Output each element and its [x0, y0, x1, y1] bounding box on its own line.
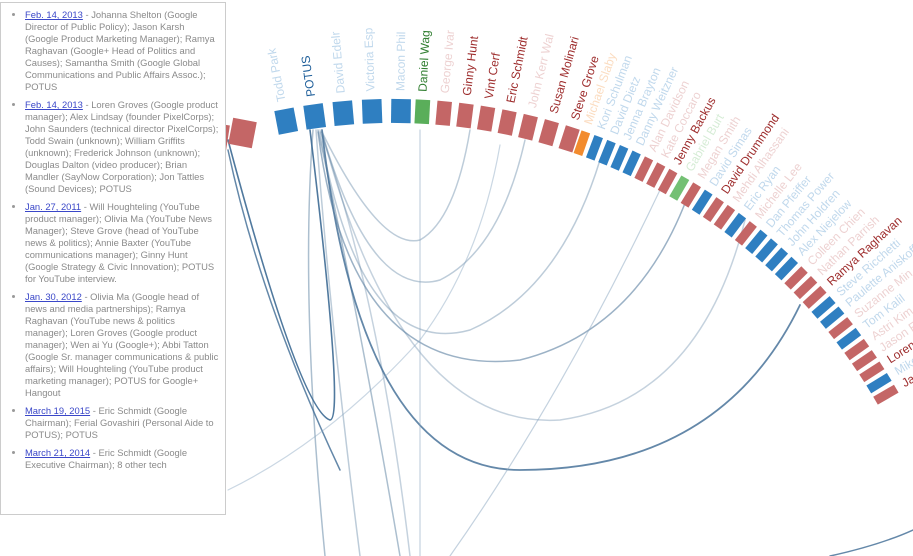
node-segment[interactable]	[851, 350, 877, 372]
nodes: Todd Park POTUS David Edelr Victoria Esp Mac…	[264, 27, 913, 405]
link	[321, 129, 471, 242]
node-label[interactable]: Daniel Wag	[416, 30, 433, 92]
node-segment[interactable]	[811, 296, 836, 319]
node-segment[interactable]	[745, 229, 768, 254]
node-segment[interactable]	[518, 113, 538, 141]
node-segment[interactable]	[558, 125, 580, 153]
link	[315, 129, 361, 556]
entry-date[interactable]: Jan. 30, 2012	[25, 291, 82, 302]
entry-date[interactable]: Feb. 14, 2013	[25, 9, 83, 20]
node-segment[interactable]	[774, 256, 799, 281]
entry-details: - Olivia Ma (Google head of news and med…	[25, 291, 219, 398]
node-segment[interactable]	[538, 119, 559, 147]
link	[829, 529, 913, 556]
node-segment[interactable]	[646, 162, 666, 188]
node-segment[interactable]	[793, 275, 818, 300]
entry-date[interactable]: Jan. 27, 2011	[25, 201, 82, 212]
node-segment[interactable]	[610, 145, 629, 171]
node-segment[interactable]	[873, 384, 899, 405]
link	[307, 129, 326, 556]
node-segment[interactable]	[585, 134, 603, 161]
link	[227, 144, 501, 491]
node-label[interactable]: Todd Park	[264, 46, 288, 103]
node-segment[interactable]	[414, 99, 431, 125]
node-segment[interactable]	[820, 306, 845, 329]
entry-date[interactable]: March 19, 2015	[25, 405, 91, 416]
node-segment[interactable]	[724, 212, 747, 238]
node-label[interactable]: Ja	[899, 371, 913, 390]
node-label[interactable]: Vint Cerf	[482, 51, 504, 100]
link	[321, 131, 526, 283]
link	[227, 129, 336, 421]
entry-details: - Eric Schmidt (Google Executive Chairma…	[25, 447, 188, 470]
entry: March 21, 2014 - Eric Schmidt (Google Ex…	[25, 447, 219, 471]
node-segment[interactable]	[802, 285, 827, 309]
entry: Jan. 30, 2012 - Olivia Ma (Google head o…	[25, 291, 219, 399]
link	[319, 129, 411, 556]
node-segment[interactable]	[669, 175, 690, 201]
entry-details: - Johanna Shelton (Google Director of Pu…	[25, 9, 215, 92]
node-segment[interactable]	[598, 139, 616, 166]
link	[321, 129, 801, 471]
node-label[interactable]: David Edelr	[328, 31, 347, 94]
entry-details: - Will Houghteling (YouTube product mana…	[25, 201, 215, 284]
node-segment[interactable]	[691, 189, 713, 215]
node-segment[interactable]	[755, 238, 778, 263]
node-segment[interactable]	[866, 373, 892, 394]
node-segment[interactable]	[573, 130, 591, 157]
node-segment[interactable]	[274, 107, 299, 135]
sidebar: Feb. 14, 2013 - Johanna Shelton (Google …	[0, 2, 226, 515]
link	[319, 131, 601, 335]
entry-date[interactable]: Feb. 14, 2013	[25, 99, 83, 110]
node-segment[interactable]	[303, 103, 327, 130]
node-segment[interactable]	[680, 182, 701, 208]
node-segment[interactable]	[332, 100, 355, 126]
entry-list: Feb. 14, 2013 - Johanna Shelton (Google …	[1, 3, 225, 471]
node-segment[interactable]	[734, 221, 757, 246]
node-label[interactable]: Eric Schmidt	[503, 35, 530, 104]
entry-details: - Loren Groves (Google product manager);…	[25, 99, 219, 194]
node-label[interactable]: Victoria Esp	[361, 27, 377, 92]
node-segment[interactable]	[765, 247, 789, 272]
entry: Feb. 14, 2013 - Johanna Shelton (Google …	[25, 9, 219, 93]
node-segment[interactable]	[702, 197, 724, 223]
node-segment[interactable]	[497, 109, 517, 136]
node-segment[interactable]	[828, 317, 853, 340]
node-segment[interactable]	[713, 204, 736, 230]
entry: Feb. 14, 2013 - Loren Groves (Google pro…	[25, 99, 219, 195]
node-segment[interactable]	[657, 168, 678, 195]
entry-date[interactable]: March 21, 2014	[25, 447, 91, 458]
link	[317, 131, 691, 363]
node-segment[interactable]	[456, 102, 474, 129]
node-segment[interactable]	[836, 327, 862, 350]
link	[321, 131, 746, 422]
link	[227, 149, 341, 471]
node-segment[interactable]	[361, 99, 383, 124]
node-label[interactable]: Macon Phil	[393, 32, 408, 92]
node-segment	[228, 117, 257, 149]
entry-details: - Eric Schmidt (Google Chairman); Ferial…	[25, 405, 214, 440]
node-segment[interactable]	[634, 156, 654, 182]
node-label[interactable]: POTUS	[298, 55, 318, 98]
node-segment[interactable]	[859, 361, 885, 383]
node-label[interactable]: George Ivar	[438, 30, 458, 94]
node-segment[interactable]	[476, 105, 496, 132]
entry: Jan. 27, 2011 - Will Houghteling (YouTub…	[25, 201, 219, 285]
node-label[interactable]: Ginny Hunt	[460, 35, 482, 97]
links	[227, 129, 913, 556]
link	[449, 189, 661, 556]
node-segment[interactable]	[622, 150, 641, 177]
node-segment[interactable]	[844, 338, 870, 361]
node-segment[interactable]	[784, 266, 808, 290]
entry: March 19, 2015 - Eric Schmidt (Google Ch…	[25, 405, 219, 441]
node-segment[interactable]	[435, 100, 452, 126]
